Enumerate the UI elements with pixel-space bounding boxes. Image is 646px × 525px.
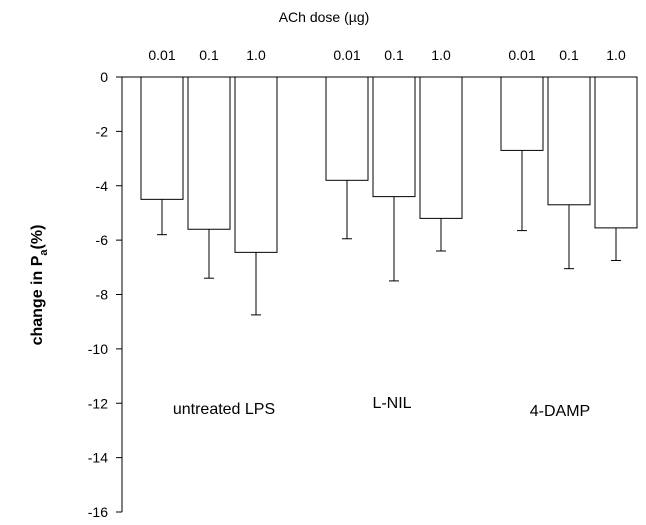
y-tick-label: -10	[88, 341, 108, 357]
dose-label: 1.0	[606, 47, 626, 63]
y-axis-label-unit: (%)	[29, 225, 46, 250]
bar	[140, 76, 184, 200]
bar	[547, 76, 591, 206]
bar	[594, 76, 638, 229]
y-tick-label: -8	[96, 287, 109, 303]
bar	[325, 76, 369, 181]
dose-label: 1.0	[431, 47, 451, 63]
bar	[187, 76, 231, 230]
chart-labels: 0.01 0.1 1.0 untreated LPS 0.01 0.1 1.0 L-NIL 0.…	[148, 47, 626, 420]
y-axis-label-main: change in P	[29, 255, 46, 345]
dose-label: 0.01	[333, 47, 360, 63]
dose-label: 0.1	[199, 47, 219, 63]
y-tick-label: -16	[88, 504, 108, 520]
y-axis-label-subscript: a	[38, 249, 50, 256]
y-tick-label: -4	[96, 178, 109, 194]
y-tick-label: -6	[96, 232, 109, 248]
dose-label: 0.01	[508, 47, 535, 63]
y-axis-label: change in Pa(%)	[29, 225, 50, 346]
dose-label: 0.01	[148, 47, 175, 63]
bar	[234, 76, 278, 253]
y-tick-label: -14	[88, 450, 108, 466]
chart-title: ACh dose (µg)	[279, 9, 370, 25]
dose-label: 1.0	[246, 47, 266, 63]
group-label: untreated LPS	[173, 401, 275, 418]
dose-label: 0.1	[559, 47, 579, 63]
dose-label: 0.1	[384, 47, 404, 63]
y-tick-label: 0	[100, 69, 108, 85]
group-label: 4-DAMP	[530, 403, 590, 420]
bar	[372, 76, 416, 198]
bars	[140, 76, 638, 316]
bar	[500, 76, 544, 151]
bar	[419, 76, 463, 219]
y-tick-label: -2	[96, 123, 109, 139]
y-tick-label: -12	[88, 395, 108, 411]
group-label: L-NIL	[372, 395, 411, 412]
